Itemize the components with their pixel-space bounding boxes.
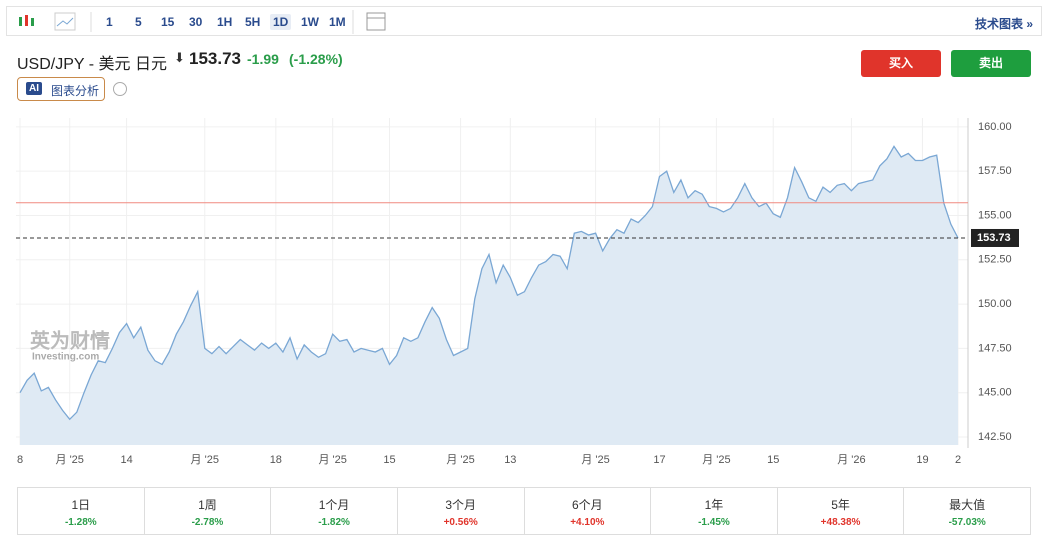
- interval[interactable]: 1: [106, 15, 113, 29]
- x-tick-label: 月 '25: [191, 454, 219, 466]
- period-change: -1.82%: [318, 517, 350, 528]
- toolbar: 1 5 15 30 1H 5H 1D 1W 1M 技术图表 »: [6, 6, 1042, 36]
- y-tick-label: 152.50: [978, 254, 1012, 266]
- x-tick-label: 月 '25: [581, 454, 609, 466]
- period-label: 5年: [831, 498, 850, 512]
- buy-button[interactable]: 买入: [861, 50, 941, 77]
- change: -1.99: [247, 51, 279, 67]
- period-change: +48.38%: [820, 517, 861, 528]
- area-fill: [20, 146, 958, 445]
- price-line: [19, 145, 959, 421]
- change-pct: (-1.28%): [289, 51, 343, 67]
- y-tick-label: 145.00: [978, 387, 1012, 399]
- tech-chart-link[interactable]: 技术图表 »: [974, 17, 1033, 31]
- period-label: 1日: [71, 498, 91, 512]
- performance-cell: 1日 -1.28%: [18, 488, 145, 534]
- ai-badge: AI: [26, 82, 42, 95]
- interval[interactable]: 15: [161, 15, 175, 29]
- period-change: +4.10%: [570, 517, 605, 528]
- ai-text: 图表分析: [51, 84, 100, 98]
- y-tick-label: 155.00: [978, 209, 1012, 221]
- x-tick-label: 2: [955, 454, 961, 466]
- down-arrow: ⬇: [174, 50, 185, 65]
- interval[interactable]: 1W: [301, 15, 319, 29]
- chart: 英为财情 Investing.com 142.50 145.00 147.50 150…: [16, 118, 1019, 466]
- y-tick-label: 142.50: [978, 431, 1012, 443]
- period-change: -2.78%: [191, 517, 224, 528]
- performance-cell: 5年 +48.38%: [778, 488, 905, 534]
- info-icon[interactable]: [113, 82, 127, 96]
- period-change: -57.03%: [948, 517, 986, 528]
- chart-type-icons: [19, 12, 92, 32]
- performance-cell: 6个月 +4.10%: [525, 488, 652, 534]
- period-change: -1.45%: [698, 517, 730, 528]
- interval[interactable]: 30: [189, 15, 203, 29]
- y-tick-label: 157.50: [978, 165, 1012, 177]
- last-price-label: 153.73: [977, 232, 1011, 244]
- x-tick-label: 15: [767, 454, 779, 466]
- performance-table: 1日 -1.28% 1周 -2.78% 1个月 -1.82% 3个月 +0.56% 6个月 +4.…: [17, 487, 1031, 535]
- x-tick-label: 17: [653, 454, 665, 466]
- watermark-en: Investing.com: [32, 352, 99, 363]
- period-label: 1个月: [318, 498, 350, 512]
- period-label: 3个月: [445, 498, 477, 512]
- x-tick-label: 月 '25: [702, 454, 730, 466]
- x-tick-label: 18: [270, 454, 282, 466]
- x-tick-label: 15: [383, 454, 395, 466]
- period-change: +0.56%: [443, 517, 478, 528]
- performance-cell: 1周 -2.78%: [145, 488, 272, 534]
- interval[interactable]: 1H: [217, 15, 233, 29]
- interval[interactable]: 5: [135, 15, 142, 29]
- interval[interactable]: 1M: [329, 15, 346, 29]
- x-tick-label: 8: [17, 454, 23, 466]
- period-label: 6个月: [571, 498, 603, 512]
- x-tick-label: 月 '25: [56, 454, 84, 466]
- x-tick-label: 14: [120, 454, 132, 466]
- layout-icon: [352, 10, 386, 34]
- interval[interactable]: 1D: [270, 14, 292, 30]
- period-label: 1周: [198, 498, 217, 512]
- last-price-box: [971, 228, 1019, 247]
- y-tick-label: 160.00: [978, 121, 1012, 133]
- watermark-cn: 英为财情: [30, 328, 110, 352]
- symbol: USD/JPY - 美元 日元: [17, 56, 167, 73]
- y-tick-label: 147.50: [978, 342, 1012, 354]
- x-tick-label: 月 '25: [318, 454, 346, 466]
- period-label: 1年: [704, 498, 724, 512]
- x-tick-label: 月 '25: [446, 454, 474, 466]
- x-tick-label: 13: [504, 454, 516, 466]
- performance-cell: 1年 -1.45%: [651, 488, 778, 534]
- interval[interactable]: 5H: [245, 15, 261, 29]
- period-label: 最大值: [949, 498, 986, 512]
- price: 153.73: [189, 49, 241, 68]
- performance-cell: 1个月 -1.82%: [271, 488, 398, 534]
- performance-cell: 3个月 +0.56%: [398, 488, 525, 534]
- x-tick-label: 19: [916, 454, 928, 466]
- ai-button[interactable]: AI 图表分析: [17, 77, 105, 101]
- y-tick-label: 150.00: [978, 298, 1012, 310]
- performance-cell: 最大值 -57.03%: [904, 488, 1030, 534]
- sell-button[interactable]: 卖出: [951, 50, 1031, 77]
- period-change: -1.28%: [64, 517, 97, 528]
- x-tick-label: 月 '26: [837, 454, 865, 466]
